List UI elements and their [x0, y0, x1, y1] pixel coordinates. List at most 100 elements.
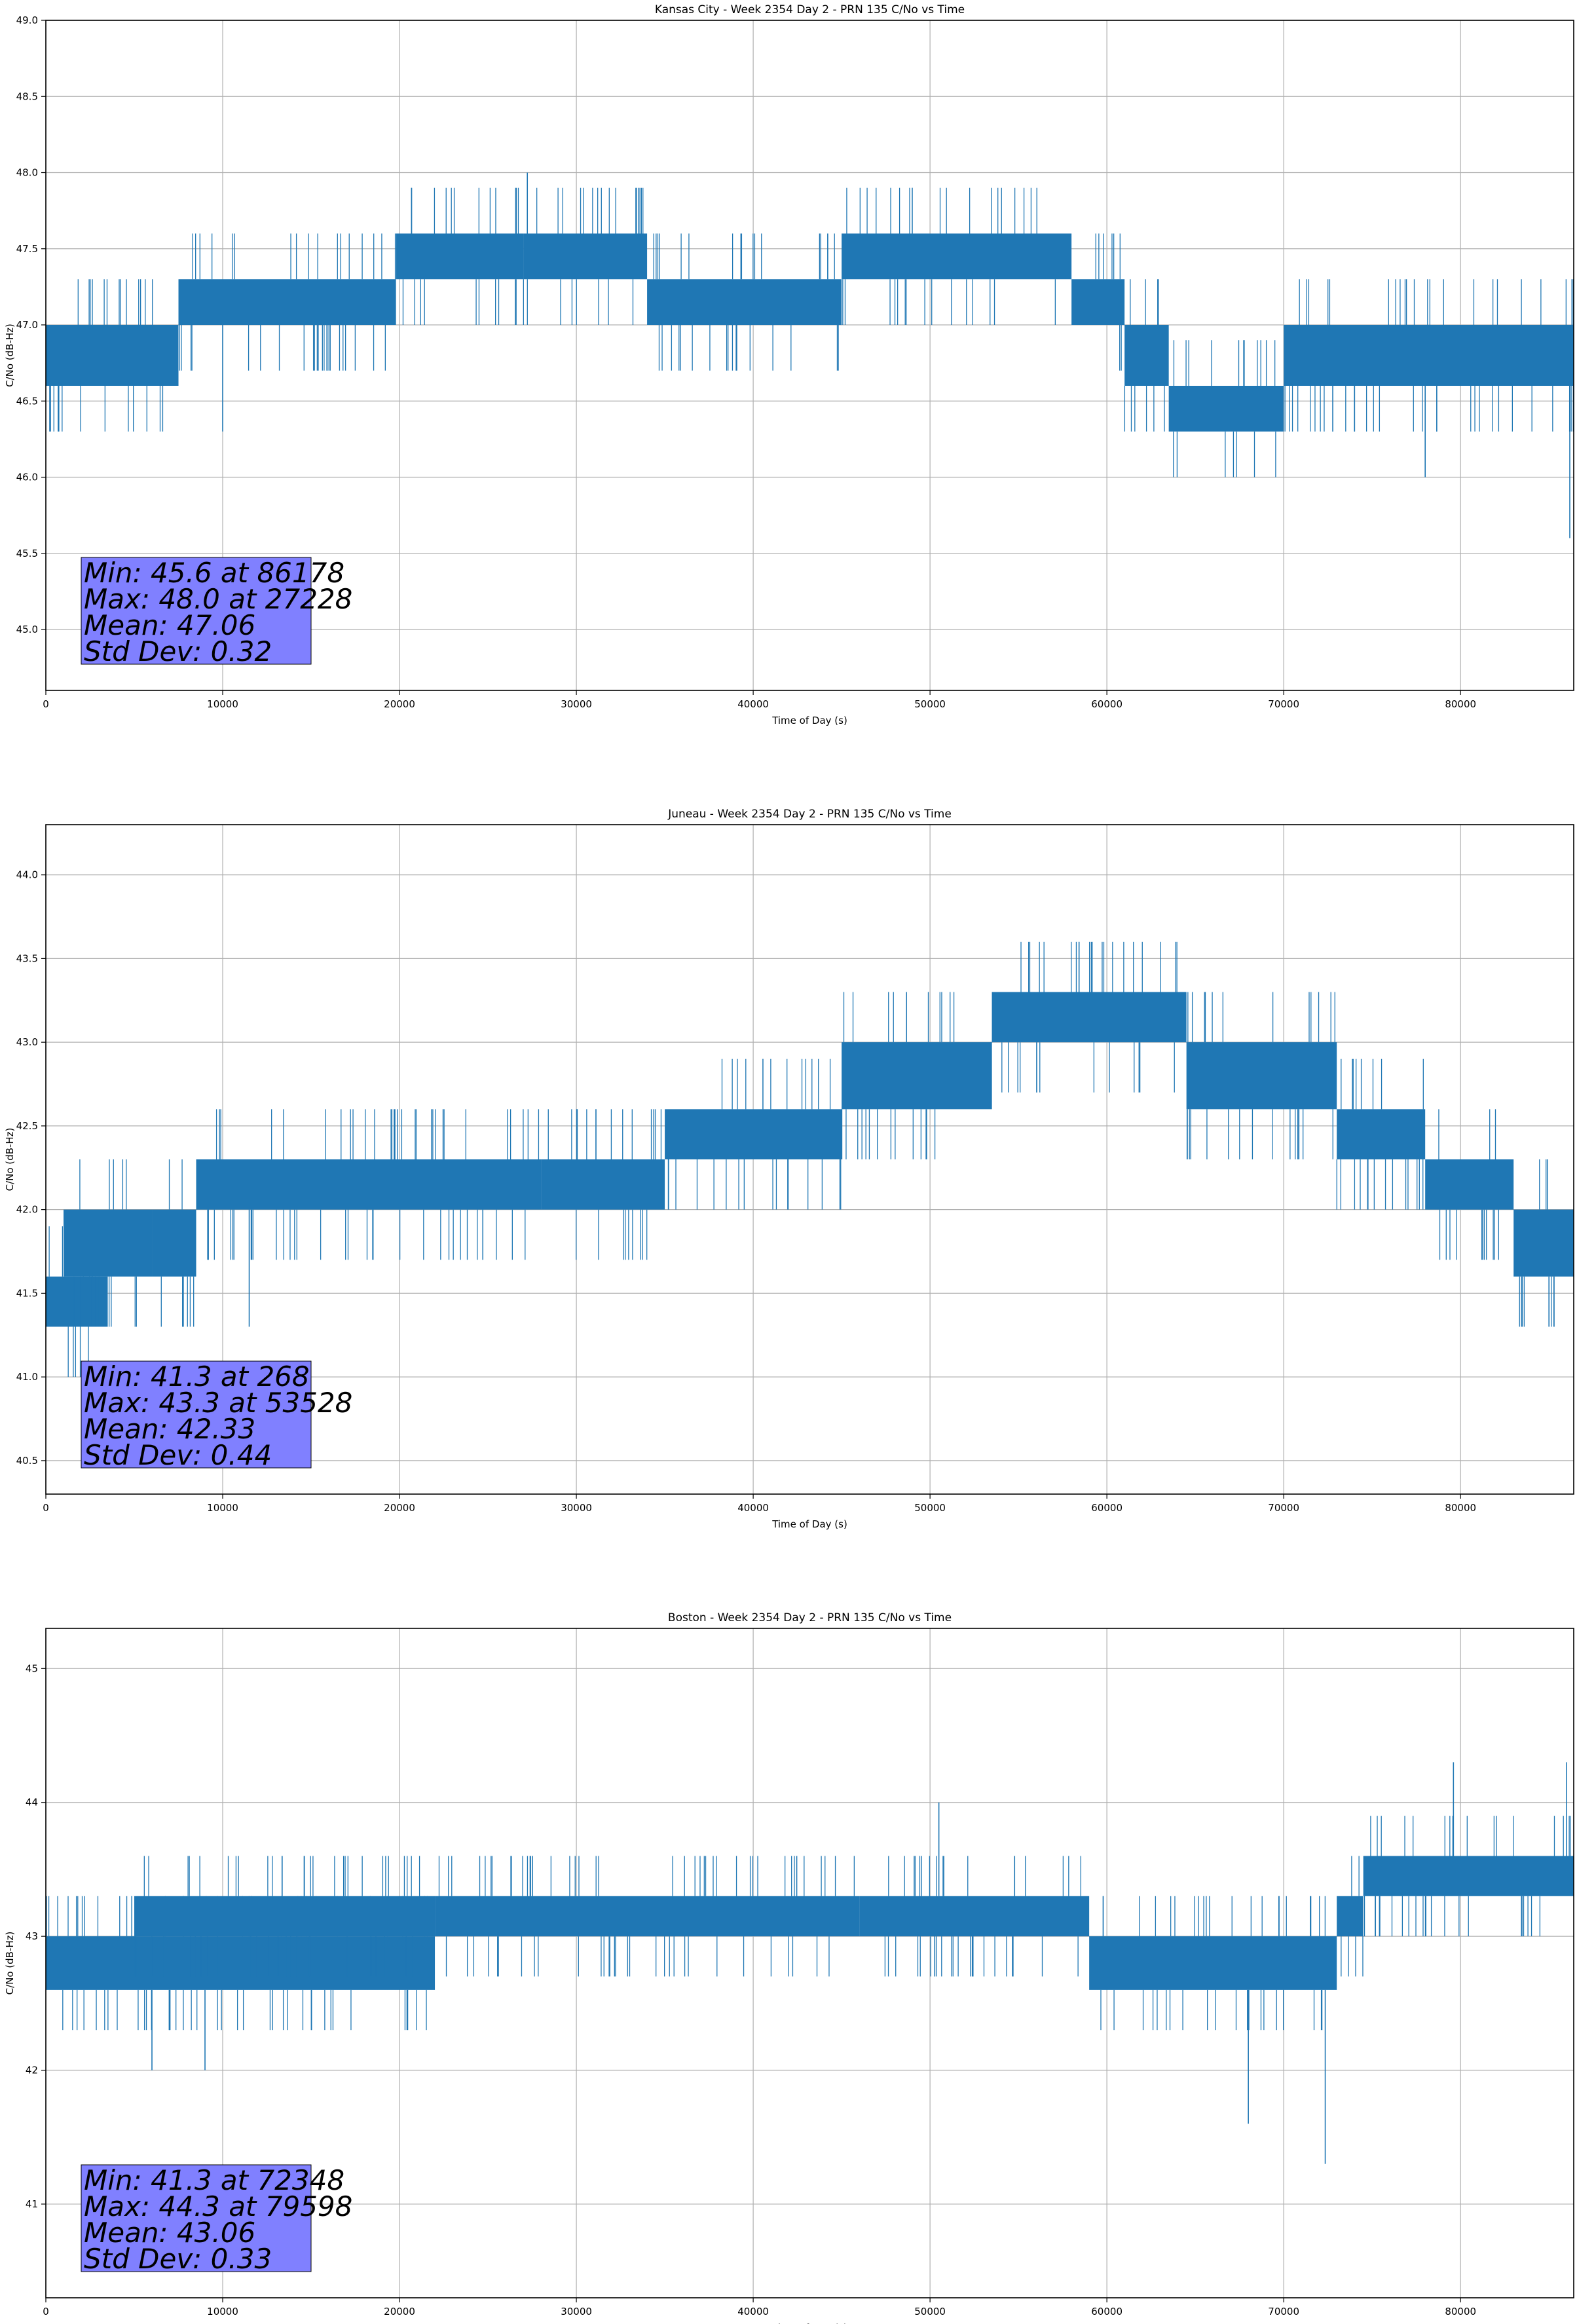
stats-max: Max: 44.3 at 79598 — [84, 2190, 352, 2222]
x-tick-label: 40000 — [737, 698, 769, 710]
x-tick-label: 30000 — [561, 1502, 592, 1514]
x-axis-label: Time of Day (s) — [771, 1518, 847, 1530]
data-band — [1168, 386, 1284, 432]
x-tick-label: 70000 — [1268, 698, 1299, 710]
y-tick-label: 42 — [26, 2065, 38, 2076]
data-band — [523, 233, 648, 280]
chart-title: Kansas City - Week 2354 Day 2 - PRN 135 … — [655, 3, 965, 16]
data-band — [1425, 1159, 1514, 1210]
data-band — [1513, 1209, 1574, 1277]
y-tick-label: 43.5 — [16, 952, 38, 964]
y-tick-label: 41.5 — [16, 1287, 38, 1299]
data-band — [665, 1109, 842, 1159]
x-tick-label: 60000 — [1091, 2306, 1122, 2317]
x-tick-label: 30000 — [561, 698, 592, 710]
x-tick-label: 70000 — [1268, 1502, 1299, 1514]
data-band — [1089, 1936, 1337, 1990]
data-band — [196, 1159, 542, 1210]
data-band — [46, 1936, 436, 1990]
data-series — [46, 941, 1574, 1378]
x-axis-label: Time of Day (s) — [771, 2322, 847, 2324]
stats-box-background — [81, 557, 312, 665]
y-axis-label: C/No (dB-Hz) — [4, 324, 16, 387]
data-band — [178, 279, 396, 325]
data-band — [1337, 1896, 1364, 1937]
data-band — [396, 233, 524, 280]
y-tick-label: 41.0 — [16, 1371, 38, 1383]
data-band — [541, 1159, 665, 1210]
y-tick-label: 45.5 — [16, 548, 38, 559]
data-band — [1363, 1856, 1574, 1896]
x-tick-label: 20000 — [384, 698, 415, 710]
data-band — [1337, 1109, 1426, 1159]
x-tick-label: 0 — [43, 1502, 49, 1514]
x-axis-label: Time of Day (s) — [771, 715, 847, 726]
data-band — [1186, 1042, 1337, 1110]
y-tick-label: 45.0 — [16, 624, 38, 635]
x-tick-label: 80000 — [1445, 1502, 1476, 1514]
axes-frame — [45, 20, 1574, 691]
data-band — [647, 279, 842, 325]
data-band — [64, 1209, 153, 1277]
x-tick-label: 30000 — [561, 2306, 592, 2317]
y-tick-label: 43 — [26, 1930, 38, 1942]
x-tick-label: 20000 — [384, 1502, 415, 1514]
x-tick-label: 50000 — [914, 1502, 946, 1514]
y-axis-label: C/No (dB-Hz) — [4, 1128, 16, 1191]
data-series — [46, 1762, 1574, 2164]
stats-box-background — [81, 2164, 312, 2272]
data-band — [46, 325, 179, 386]
data-band — [1071, 279, 1125, 325]
x-tick-label: 20000 — [384, 2306, 415, 2317]
x-tick-label: 0 — [43, 2306, 49, 2317]
stats-mean: Mean: 43.06 — [84, 2217, 255, 2249]
data-series — [46, 172, 1574, 538]
stats-std-dev: Std Dev: 0.32 — [84, 635, 272, 667]
y-tick-label: 46.0 — [16, 472, 38, 483]
chart-title: Juneau - Week 2354 Day 2 - PRN 135 C/No … — [667, 808, 952, 821]
data-band — [842, 233, 1072, 280]
stats-std-dev: Std Dev: 0.44 — [84, 1439, 272, 1471]
y-tick-label: 44 — [26, 1797, 38, 1809]
x-tick-label: 10000 — [207, 2306, 238, 2317]
x-tick-label: 60000 — [1091, 1502, 1122, 1514]
y-tick-label: 42.0 — [16, 1204, 38, 1216]
y-axis-label: C/No (dB-Hz) — [4, 1932, 16, 1995]
y-tick-label: 47.5 — [16, 243, 38, 255]
stats-mean: Mean: 47.06 — [84, 609, 255, 641]
stats-min: Min: 41.3 at 268 — [84, 1360, 310, 1393]
x-tick-label: 10000 — [207, 698, 238, 710]
y-tick-label: 48.0 — [16, 167, 38, 179]
x-tick-label: 0 — [43, 698, 49, 710]
stats-max: Max: 48.0 at 27228 — [84, 583, 352, 615]
charts-container: 0 10000 20000 30000 40000 50000 60000 70000 8000… — [4, 3, 1574, 2324]
y-tick-label: 42.5 — [16, 1120, 38, 1132]
x-tick-label: 50000 — [914, 698, 946, 710]
stats-mean: Mean: 42.33 — [84, 1413, 255, 1445]
data-band — [992, 992, 1187, 1043]
chart-title: Boston - Week 2354 Day 2 - PRN 135 C/No … — [668, 1611, 952, 1624]
axes-frame — [45, 824, 1574, 1495]
y-tick-label: 46.5 — [16, 395, 38, 407]
x-tick-label: 40000 — [737, 2306, 769, 2317]
y-tick-label: 49.0 — [16, 14, 38, 26]
y-tick-label: 43.0 — [16, 1036, 38, 1048]
stats-std-dev: Std Dev: 0.33 — [84, 2243, 272, 2275]
stats-max: Max: 43.3 at 53528 — [84, 1387, 352, 1419]
data-band — [46, 1276, 108, 1327]
y-tick-label: 47.0 — [16, 319, 38, 331]
y-tick-label: 40.5 — [16, 1455, 38, 1467]
data-band — [1124, 325, 1169, 386]
axes-frame — [45, 1628, 1574, 2298]
y-tick-label: 48.5 — [16, 90, 38, 102]
x-tick-label: 50000 — [914, 2306, 946, 2317]
y-tick-label: 44.0 — [16, 869, 38, 881]
chart-panel-3: 0 10000 20000 30000 40000 50000 60000 70000 8000… — [4, 1611, 1574, 2324]
data-band — [435, 1896, 860, 1937]
y-tick-label: 41 — [26, 2198, 38, 2210]
data-band — [842, 1042, 992, 1110]
